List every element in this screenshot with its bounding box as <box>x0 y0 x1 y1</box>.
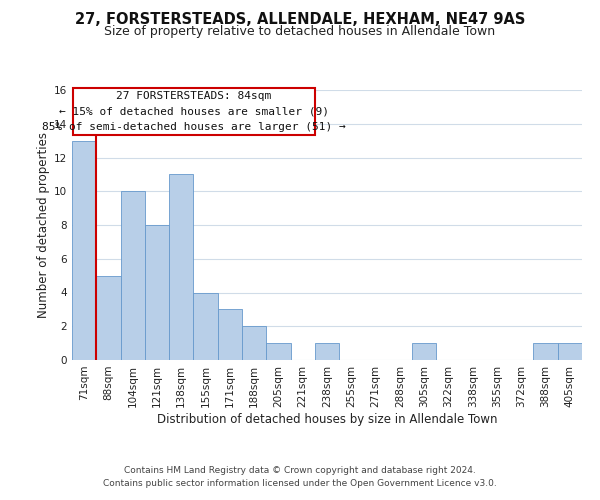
Text: Size of property relative to detached houses in Allendale Town: Size of property relative to detached ho… <box>104 25 496 38</box>
Bar <box>121 191 145 360</box>
Bar <box>266 343 290 360</box>
Bar <box>412 343 436 360</box>
Bar <box>193 292 218 360</box>
Bar <box>145 225 169 360</box>
Y-axis label: Number of detached properties: Number of detached properties <box>37 132 50 318</box>
Text: 27 FORSTERSTEADS: 84sqm
← 15% of detached houses are smaller (9)
85% of semi-det: 27 FORSTERSTEADS: 84sqm ← 15% of detache… <box>42 91 346 132</box>
Bar <box>242 326 266 360</box>
Bar <box>533 343 558 360</box>
Text: Contains HM Land Registry data © Crown copyright and database right 2024.
Contai: Contains HM Land Registry data © Crown c… <box>103 466 497 487</box>
Bar <box>315 343 339 360</box>
Bar <box>72 140 96 360</box>
X-axis label: Distribution of detached houses by size in Allendale Town: Distribution of detached houses by size … <box>157 412 497 426</box>
FancyBboxPatch shape <box>73 88 315 134</box>
Bar <box>558 343 582 360</box>
Bar <box>169 174 193 360</box>
Bar <box>218 310 242 360</box>
Text: 27, FORSTERSTEADS, ALLENDALE, HEXHAM, NE47 9AS: 27, FORSTERSTEADS, ALLENDALE, HEXHAM, NE… <box>75 12 525 28</box>
Bar <box>96 276 121 360</box>
